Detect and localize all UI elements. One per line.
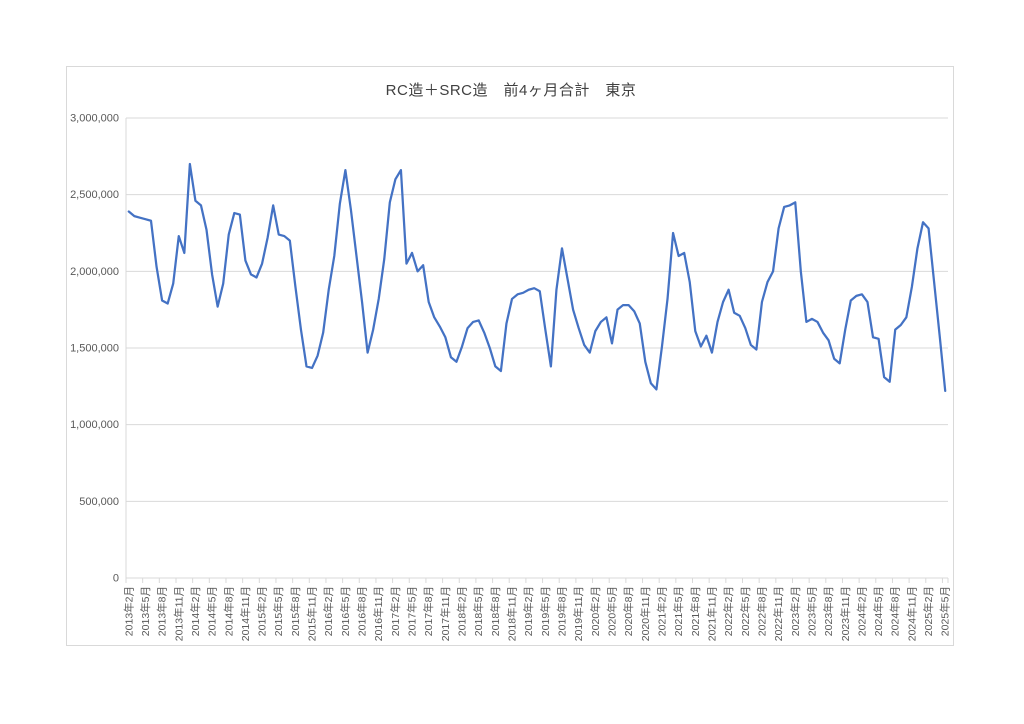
svg-text:2015年2月: 2015年2月 xyxy=(256,586,269,636)
svg-text:2017年2月: 2017年2月 xyxy=(389,586,402,636)
svg-text:2025年2月: 2025年2月 xyxy=(922,586,935,636)
svg-text:2021年5月: 2021年5月 xyxy=(672,586,685,636)
svg-text:2015年5月: 2015年5月 xyxy=(272,586,285,636)
svg-text:2024年8月: 2024年8月 xyxy=(889,586,902,636)
svg-text:2022年8月: 2022年8月 xyxy=(755,586,768,636)
svg-text:2014年5月: 2014年5月 xyxy=(206,586,219,636)
svg-text:2022年2月: 2022年2月 xyxy=(722,586,735,636)
svg-text:2020年2月: 2020年2月 xyxy=(589,586,602,636)
svg-text:2018年2月: 2018年2月 xyxy=(456,586,469,636)
svg-text:2016年5月: 2016年5月 xyxy=(339,586,352,636)
svg-text:0: 0 xyxy=(113,573,119,585)
svg-text:2013年11月: 2013年11月 xyxy=(172,586,185,641)
svg-text:2023年2月: 2023年2月 xyxy=(789,586,802,636)
svg-text:2018年5月: 2018年5月 xyxy=(472,586,485,636)
svg-text:2014年8月: 2014年8月 xyxy=(222,586,235,636)
svg-text:2016年2月: 2016年2月 xyxy=(322,586,335,636)
chart-title: RC造＋SRC造 前4ヶ月合計 東京 xyxy=(385,82,637,99)
svg-text:2017年8月: 2017年8月 xyxy=(422,586,435,636)
svg-text:3,000,000: 3,000,000 xyxy=(70,113,119,125)
svg-text:2019年11月: 2019年11月 xyxy=(572,586,585,641)
svg-text:2021年11月: 2021年11月 xyxy=(705,586,718,641)
svg-text:2,500,000: 2,500,000 xyxy=(70,189,119,201)
svg-text:1,000,000: 1,000,000 xyxy=(70,419,119,431)
svg-text:2025年5月: 2025年5月 xyxy=(939,586,952,636)
svg-text:2016年11月: 2016年11月 xyxy=(372,586,385,641)
svg-text:2022年11月: 2022年11月 xyxy=(772,586,785,641)
svg-text:2020年8月: 2020年8月 xyxy=(622,586,635,636)
svg-text:2023年5月: 2023年5月 xyxy=(805,586,818,636)
svg-text:2024年2月: 2024年2月 xyxy=(855,586,868,636)
svg-text:2019年2月: 2019年2月 xyxy=(522,586,535,636)
svg-text:2023年8月: 2023年8月 xyxy=(822,586,835,636)
svg-text:2020年5月: 2020年5月 xyxy=(605,586,618,636)
svg-text:2013年8月: 2013年8月 xyxy=(156,586,169,636)
svg-text:2019年5月: 2019年5月 xyxy=(539,586,552,636)
svg-text:2014年2月: 2014年2月 xyxy=(189,586,202,636)
svg-text:2021年2月: 2021年2月 xyxy=(655,586,668,636)
svg-text:2013年2月: 2013年2月 xyxy=(122,586,135,636)
svg-text:2015年11月: 2015年11月 xyxy=(306,586,319,641)
svg-text:2021年8月: 2021年8月 xyxy=(689,586,702,636)
svg-text:2,000,000: 2,000,000 xyxy=(70,266,119,278)
svg-text:2015年8月: 2015年8月 xyxy=(289,586,302,636)
svg-text:2013年5月: 2013年5月 xyxy=(139,586,152,636)
svg-text:2023年11月: 2023年11月 xyxy=(839,586,852,641)
svg-text:2020年11月: 2020年11月 xyxy=(639,586,652,641)
svg-text:500,000: 500,000 xyxy=(79,496,119,508)
svg-text:1,500,000: 1,500,000 xyxy=(70,343,119,355)
svg-text:2017年5月: 2017年5月 xyxy=(406,586,419,636)
chart-area: RC造＋SRC造 前4ヶ月合計 東京 0 500,000 1,000,000 1,50… xyxy=(66,66,954,646)
line-chart: 0 500,000 1,000,000 1,500,000 2,000,000 2,500… xyxy=(70,113,952,642)
svg-text:2019年8月: 2019年8月 xyxy=(555,586,568,636)
svg-text:2024年5月: 2024年5月 xyxy=(872,586,885,636)
svg-text:2018年8月: 2018年8月 xyxy=(489,586,502,636)
svg-text:2022年5月: 2022年5月 xyxy=(739,586,752,636)
svg-text:2018年11月: 2018年11月 xyxy=(506,586,519,641)
svg-text:2014年11月: 2014年11月 xyxy=(239,586,252,641)
svg-text:2016年8月: 2016年8月 xyxy=(356,586,369,636)
svg-text:2017年11月: 2017年11月 xyxy=(439,586,452,641)
svg-text:2024年11月: 2024年11月 xyxy=(905,586,918,641)
